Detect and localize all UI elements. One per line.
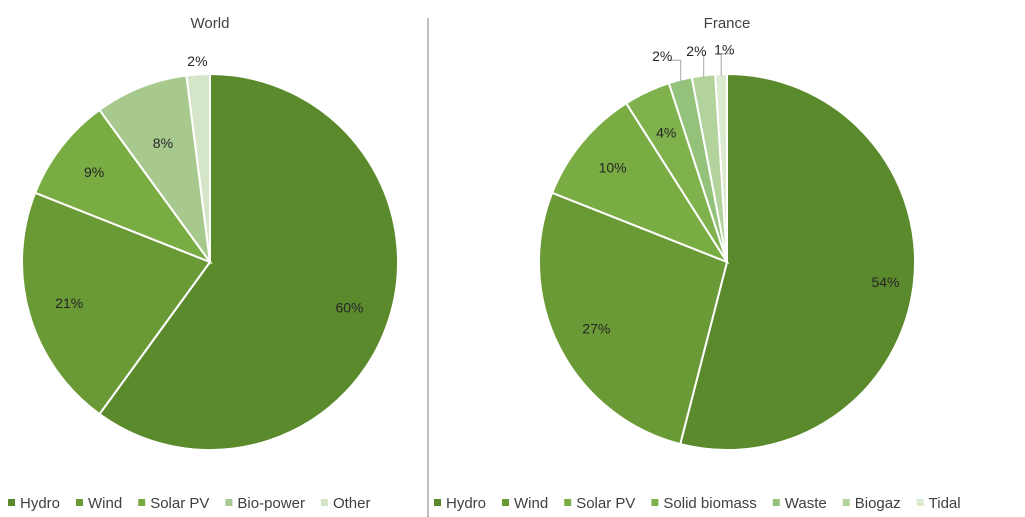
- legend-label: Hydro: [446, 495, 486, 512]
- legend-item-biogaz: Biogaz: [842, 495, 901, 512]
- legend-item-waste: Waste: [772, 495, 827, 512]
- data-label: 54%: [871, 274, 899, 290]
- label-leader-line: [720, 53, 733, 77]
- label-leader-line: [703, 54, 705, 78]
- data-label: 27%: [582, 321, 610, 337]
- data-label: 2%: [187, 53, 207, 69]
- legend-label: Wind: [88, 495, 122, 512]
- legend-label: Other: [333, 495, 371, 512]
- label-leader-line: [670, 59, 682, 82]
- legend-label: Solar PV: [150, 495, 209, 512]
- data-label: 8%: [153, 135, 173, 151]
- chart-title: France: [704, 15, 751, 32]
- pie-slice-hydro: [679, 72, 917, 451]
- legend-swatch: [320, 499, 328, 506]
- legend-item-wind: Wind: [502, 495, 548, 512]
- legend-item-wind: Wind: [76, 495, 122, 512]
- legend-label: Waste: [785, 495, 827, 512]
- legend-item-other: Other: [320, 495, 371, 512]
- world-pie-panel: World 60% 21% 9% 8% 2% Hydro Wind Solar PV Bio-po…: [8, 15, 399, 512]
- legend-swatch: [564, 499, 572, 506]
- legend-swatch: [772, 499, 780, 506]
- legend-label: Tidal: [929, 495, 961, 512]
- pie-slice-wind: [21, 191, 212, 416]
- legend-swatch: [8, 499, 15, 506]
- legend-swatch: [502, 499, 510, 506]
- legend-item-solid-biomass: Solid biomass: [651, 495, 757, 512]
- legend-item-tidal: Tidal: [916, 495, 961, 512]
- pie-slice-solar-pv: [33, 108, 213, 265]
- legend-label: Bio-power: [237, 495, 305, 512]
- legend-swatch: [916, 499, 924, 506]
- chart-title: World: [191, 15, 230, 32]
- pie-slice-solar-pv: [550, 101, 730, 265]
- legend-label: Wind: [514, 495, 548, 512]
- data-label: 1%: [714, 42, 734, 58]
- data-label: 2%: [686, 43, 706, 59]
- pie-slice-bio-power: [98, 74, 211, 263]
- legend-swatch: [434, 499, 441, 506]
- legend-item-solar-pv: Solar PV: [564, 495, 635, 512]
- pie-slice-wind: [538, 191, 729, 446]
- data-label: 60%: [335, 299, 363, 315]
- legend-swatch: [651, 499, 659, 506]
- legend-swatch: [225, 499, 233, 506]
- legend-item-hydro: Hydro: [8, 495, 60, 512]
- data-label: 10%: [599, 159, 627, 175]
- pie-slice-hydro: [98, 72, 399, 451]
- legend-swatch: [138, 499, 146, 506]
- france-pie-panel: France 54% 27% 10% 4% 2% 2% 1% Hydro Wind Solar PV…: [434, 15, 961, 512]
- pie-slice-other: [185, 72, 211, 263]
- data-label: 2%: [652, 48, 672, 64]
- legend-item-bio-power: Bio-power: [225, 495, 305, 512]
- legend-item-solar-pv: Solar PV: [138, 495, 209, 512]
- data-label: 21%: [55, 295, 83, 311]
- data-label: 9%: [84, 164, 104, 180]
- legend-item-hydro: Hydro: [434, 495, 486, 512]
- legend-swatch: [842, 499, 850, 506]
- legend-label: Solar PV: [576, 495, 635, 512]
- legend-label: Hydro: [20, 495, 60, 512]
- legend-label: Biogaz: [855, 495, 901, 512]
- legend-label: Solid biomass: [663, 495, 756, 512]
- legend-swatch: [76, 499, 84, 506]
- data-label: 4%: [656, 125, 676, 141]
